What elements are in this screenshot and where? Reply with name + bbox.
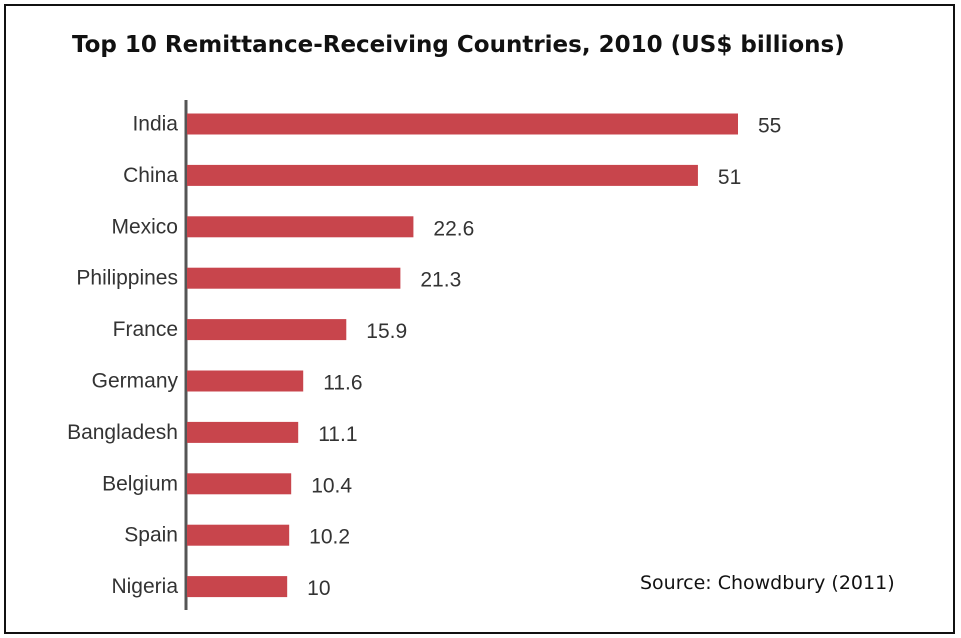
bar-india [187, 113, 738, 135]
bar-germany [187, 370, 304, 392]
category-label-germany: Germany [92, 370, 179, 393]
category-label-spain: Spain [124, 524, 178, 547]
bar-philippines [187, 267, 401, 289]
bar-belgium [187, 473, 292, 495]
value-label-spain: 10.2 [309, 526, 350, 549]
value-label-belgium: 10.4 [311, 474, 352, 497]
category-label-nigeria: Nigeria [111, 575, 178, 598]
chart-title: Top 10 Remittance-Receiving Countries, 2… [72, 32, 845, 58]
source-annotation: Source: Chowdbury (2011) [640, 572, 895, 594]
value-label-france: 15.9 [366, 320, 407, 343]
bar-nigeria [187, 576, 288, 598]
bar-mexico [187, 216, 414, 238]
category-label-india: India [132, 113, 178, 136]
bar-china [187, 164, 698, 186]
value-label-nigeria: 10 [307, 577, 330, 600]
value-label-china: 51 [718, 166, 741, 189]
category-label-china: China [123, 164, 178, 187]
value-label-india: 55 [758, 115, 781, 138]
bar-spain [187, 524, 290, 546]
chart-frame [4, 4, 955, 634]
value-label-bangladesh: 11.1 [318, 423, 357, 446]
category-label-belgium: Belgium [102, 472, 178, 495]
value-label-mexico: 22.6 [433, 217, 474, 240]
bar-bangladesh [187, 421, 299, 443]
category-label-philippines: Philippines [76, 267, 178, 290]
category-label-mexico: Mexico [111, 215, 178, 238]
value-label-philippines: 21.3 [420, 269, 461, 292]
bar-france [187, 319, 347, 341]
category-label-bangladesh: Bangladesh [67, 421, 178, 444]
category-label-france: France [113, 318, 178, 341]
value-label-germany: 11.6 [323, 372, 362, 395]
